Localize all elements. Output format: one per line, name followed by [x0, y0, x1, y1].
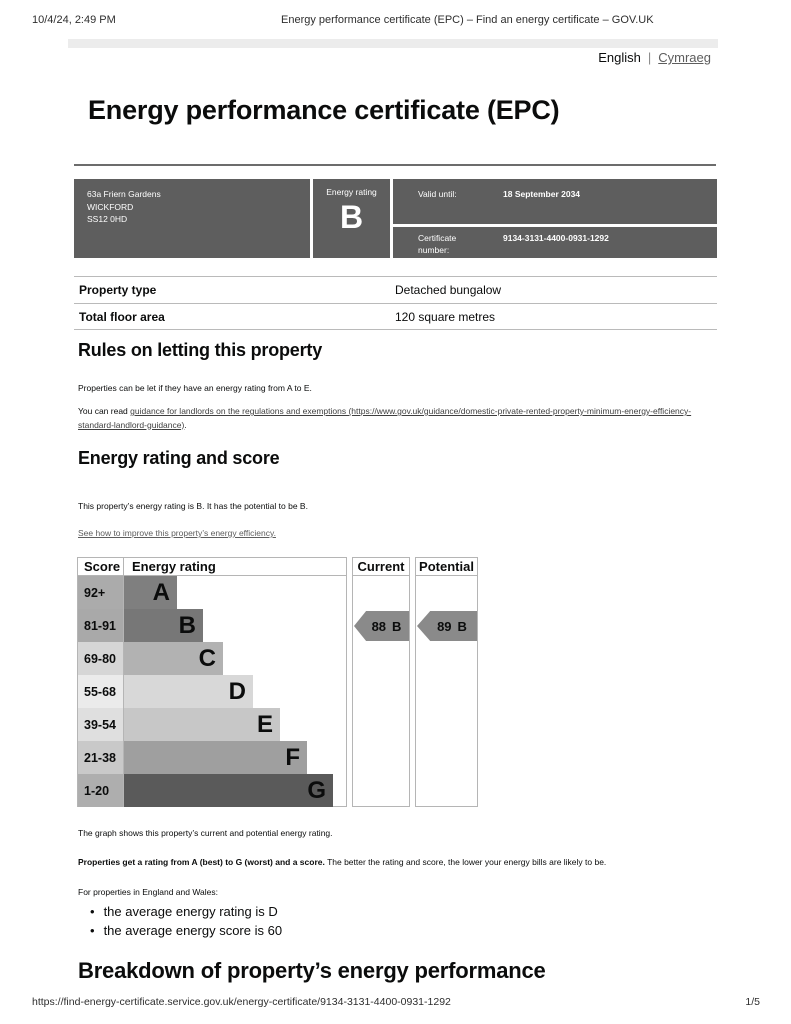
- address-line-3: SS12 0HD: [87, 214, 128, 224]
- breakdown-heading: Breakdown of property’s energy performan…: [78, 958, 546, 983]
- rating-heading: Energy rating and score: [78, 448, 280, 468]
- chart-header-score: Score: [78, 558, 124, 575]
- chart-header-row: Score Energy rating: [78, 558, 346, 576]
- certificate-number-label: Certificate number:: [418, 233, 503, 258]
- band-letter: A: [152, 578, 170, 606]
- bullet-text: the average energy rating is D: [103, 904, 278, 919]
- chart-potential-column: Potential: [415, 557, 478, 807]
- print-header-datetime: 10/4/24, 2:49 PM: [32, 14, 116, 26]
- band-score-range: 39-54: [78, 708, 124, 741]
- chart-bands-group: Score Energy rating 92+ A 81-91 B 69-80 …: [77, 557, 347, 807]
- band-letter: C: [198, 644, 216, 672]
- page-title: Energy performance certificate (EPC): [88, 95, 560, 125]
- band-score-range: 21-38: [78, 741, 124, 774]
- chart-header-energy-rating: Energy rating: [132, 559, 216, 574]
- band-bar: B: [124, 609, 203, 642]
- table-row-property-type: Property type Detached bungalow: [74, 276, 717, 303]
- band-row-c: 69-80 C: [78, 642, 346, 675]
- band-score-range: 1-20: [78, 774, 124, 807]
- average-score-bullet: the average energy score is 60: [90, 923, 283, 938]
- energy-rating-value: B: [339, 199, 364, 235]
- title-divider: [74, 164, 716, 166]
- valid-until-label: Valid until:: [418, 189, 457, 199]
- print-header-title: Energy performance certificate (EPC) – F…: [281, 14, 654, 26]
- rating-explanation-bold: Properties get a rating from A (best) to…: [78, 857, 325, 867]
- improve-efficiency-link[interactable]: See how to improve this property’s energ…: [78, 528, 276, 538]
- address-block: 63a Friern Gardens WICKFORD SS12 0HD: [74, 179, 310, 258]
- band-letter: D: [228, 677, 246, 705]
- certificate-number-value: 9134-3131-4400-0931-1292: [503, 233, 609, 243]
- potential-rating-arrow: 89 B: [417, 611, 477, 641]
- rules-paragraph-1: Properties can be let if they have an en…: [78, 383, 312, 393]
- band-letter: G: [307, 776, 326, 804]
- band-row-f: 21-38 F: [78, 741, 346, 774]
- chart-header-current: Current: [353, 558, 409, 576]
- band-bar: F: [124, 741, 307, 774]
- potential-score: 89: [437, 618, 452, 634]
- valid-until-value: 18 September 2034: [503, 189, 581, 199]
- band-score-range: 55-68: [78, 675, 124, 708]
- property-facts-table: Property type Detached bungalow Total fl…: [74, 276, 717, 330]
- language-current: English: [598, 50, 641, 65]
- chart-current-column: Current: [352, 557, 410, 807]
- band-row-a: 92+ A: [78, 576, 346, 609]
- band-score-range: 92+: [78, 576, 124, 609]
- band-bar: A: [124, 576, 177, 609]
- potential-letter: B: [457, 618, 467, 634]
- graph-description: The graph shows this property’s current …: [78, 828, 333, 838]
- bullet-text: the average energy score is 60: [103, 923, 283, 938]
- current-score: 88: [371, 618, 387, 634]
- print-footer-page-number: 1/5: [745, 996, 760, 1008]
- rating-explanation-rest: The better the rating and score, the low…: [324, 857, 607, 867]
- property-summary-box: 63a Friern Gardens WICKFORD SS12 0HD Ene…: [74, 179, 717, 258]
- rules-paragraph-2-prefix: You can read: [78, 406, 131, 416]
- print-footer-url: https://find-energy-certificate.service.…: [32, 996, 451, 1008]
- table-row-floor-area: Total floor area 120 square metres: [74, 303, 717, 330]
- band-score-range: 69-80: [78, 642, 124, 675]
- row-value: 120 square metres: [395, 309, 496, 324]
- rating-explanation: Properties get a rating from A (best) to…: [78, 856, 606, 870]
- band-bar: G: [124, 774, 333, 807]
- certificate-number-row: Certificate number: 9134-3131-4400-0931-…: [393, 227, 717, 258]
- band-letter: F: [285, 743, 300, 771]
- band-score-range: 81-91: [78, 609, 124, 642]
- language-separator: |: [647, 50, 652, 65]
- band-row-g: 1-20 G: [78, 774, 346, 807]
- bullet-dot: [90, 923, 104, 938]
- header-bar: [68, 39, 718, 48]
- language-link-cymraeg[interactable]: Cymraeg: [658, 50, 711, 65]
- rating-paragraph: This property’s energy rating is B. It h…: [78, 501, 308, 511]
- row-label: Property type: [79, 283, 157, 297]
- certificate-meta-panel: Valid until: 18 September 2034 Certifica…: [393, 179, 717, 258]
- address-line-2: WICKFORD: [87, 201, 134, 212]
- band-letter: B: [178, 611, 196, 639]
- band-row-b: 81-91 B: [78, 609, 346, 642]
- row-label: Total floor area: [79, 309, 165, 324]
- band-row-e: 39-54 E: [78, 708, 346, 741]
- rules-paragraph-2: You can read guidance for landlords on t…: [78, 405, 694, 432]
- valid-until-row: Valid until: 18 September 2034: [393, 179, 717, 224]
- band-row-d: 55-68 D: [78, 675, 346, 708]
- average-rating-bullet: the average energy rating is D: [90, 904, 278, 919]
- bullet-dot: [90, 904, 104, 919]
- band-bar: C: [124, 642, 223, 675]
- address-line-1: 63a Friern Gardens: [87, 189, 161, 199]
- energy-rating-panel: Energy rating B: [313, 179, 390, 258]
- rules-heading: Rules on letting this property: [78, 340, 323, 360]
- band-letter: E: [256, 710, 273, 738]
- energy-rating-label: Energy rating: [326, 187, 377, 197]
- row-value: Detached bungalow: [395, 283, 502, 297]
- band-bar: E: [124, 708, 280, 741]
- language-toggle: English | Cymraeg: [598, 50, 711, 65]
- current-rating-arrow: 88 B: [354, 611, 409, 641]
- band-bar: D: [124, 675, 253, 708]
- england-wales-intro: For properties in England and Wales:: [78, 887, 219, 897]
- rules-paragraph-2-suffix: .: [184, 419, 187, 430]
- landlord-guidance-link[interactable]: guidance for landlords on the regulation…: [78, 406, 692, 430]
- current-letter: B: [392, 618, 402, 634]
- epc-rating-chart: Score Energy rating 92+ A 81-91 B 69-80 …: [77, 557, 479, 808]
- certificate-number-label-text: Certificate number:: [418, 233, 457, 255]
- chart-header-potential: Potential: [416, 558, 477, 576]
